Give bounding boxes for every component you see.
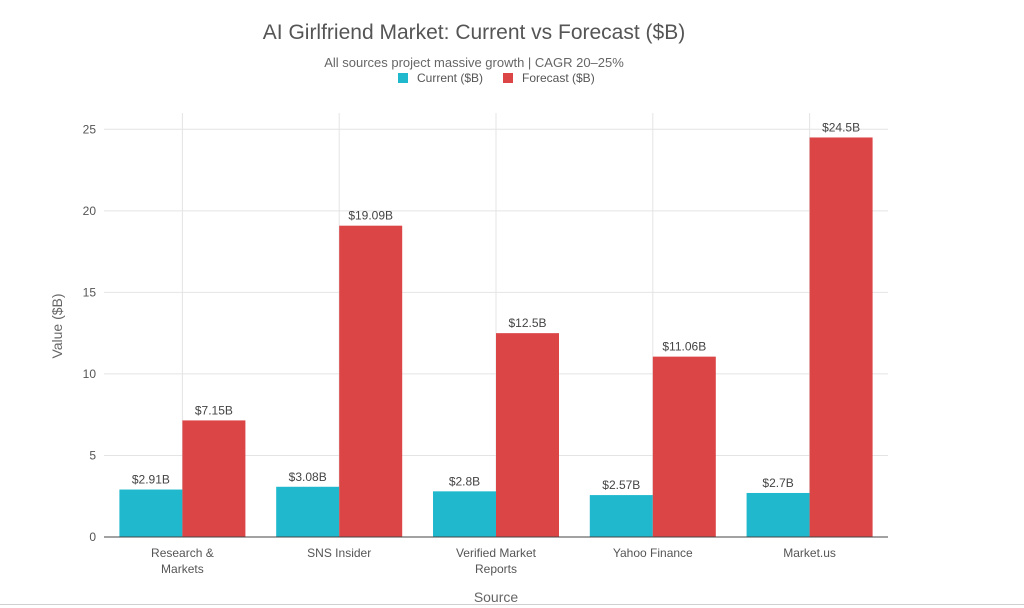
- data-label: $2.91B: [132, 473, 170, 487]
- current-bar: [746, 492, 810, 537]
- data-label: $2.57B: [602, 478, 640, 492]
- forecast-bar: [339, 225, 403, 537]
- data-label: $19.09B: [348, 209, 393, 223]
- current-bar: [276, 486, 340, 537]
- chart-subtitle: All sources project massive growth | CAG…: [324, 55, 624, 70]
- current-bar: [589, 495, 653, 537]
- legend-label: Current ($B): [417, 71, 483, 85]
- data-label: $3.08B: [289, 470, 327, 484]
- bottom-divider: [0, 604, 1024, 605]
- forecast-bar: [182, 420, 246, 537]
- current-bar: [119, 489, 183, 537]
- y-tick-label: 5: [89, 448, 96, 462]
- bars: [119, 137, 873, 537]
- x-tick-label: Reports: [475, 562, 517, 576]
- current-bar: [433, 491, 496, 537]
- chart-title: AI Girlfriend Market: Current vs Forecas…: [263, 21, 685, 44]
- x-tick-label: SNS Insider: [307, 546, 371, 560]
- legend-label: Forecast ($B): [522, 71, 595, 85]
- data-label: $24.5B: [822, 120, 860, 134]
- y-tick-label: 0: [89, 530, 96, 544]
- x-tick-label: Market.us: [783, 546, 836, 560]
- data-label: $2.8B: [449, 474, 480, 488]
- y-tick-label: 20: [83, 204, 97, 218]
- y-tick-label: 10: [83, 367, 97, 381]
- data-label: $11.06B: [662, 340, 706, 354]
- y-axis-ticks: 0 5 10 15 20 25: [83, 122, 97, 544]
- x-tick-label: Markets: [161, 562, 204, 576]
- data-labels: $2.91B $3.08B $2.8B $2.57B $2.7B $7.15B $19.09…: [132, 120, 860, 492]
- forecast-bar: [496, 333, 559, 537]
- legend-swatch: [503, 73, 513, 83]
- x-tick-label: Verified Market: [456, 546, 537, 560]
- y-tick-label: 15: [83, 285, 97, 299]
- x-axis-ticks: Research & Markets SNS Insider Verified Mar…: [151, 546, 836, 576]
- forecast-bar: [809, 137, 873, 537]
- x-axis-label: Source: [474, 589, 519, 605]
- legend-swatch: [398, 73, 408, 83]
- x-tick-label: Yahoo Finance: [613, 546, 693, 560]
- data-label: $12.5B: [508, 316, 546, 330]
- x-tick-label: Research &: [151, 546, 214, 560]
- y-axis-label: Value ($B): [49, 293, 65, 358]
- data-label: $2.7B: [762, 476, 793, 490]
- legend: Current ($B) Forecast ($B): [398, 71, 595, 85]
- forecast-bar: [652, 356, 716, 537]
- y-tick-label: 25: [83, 122, 97, 136]
- data-label: $7.15B: [195, 403, 233, 417]
